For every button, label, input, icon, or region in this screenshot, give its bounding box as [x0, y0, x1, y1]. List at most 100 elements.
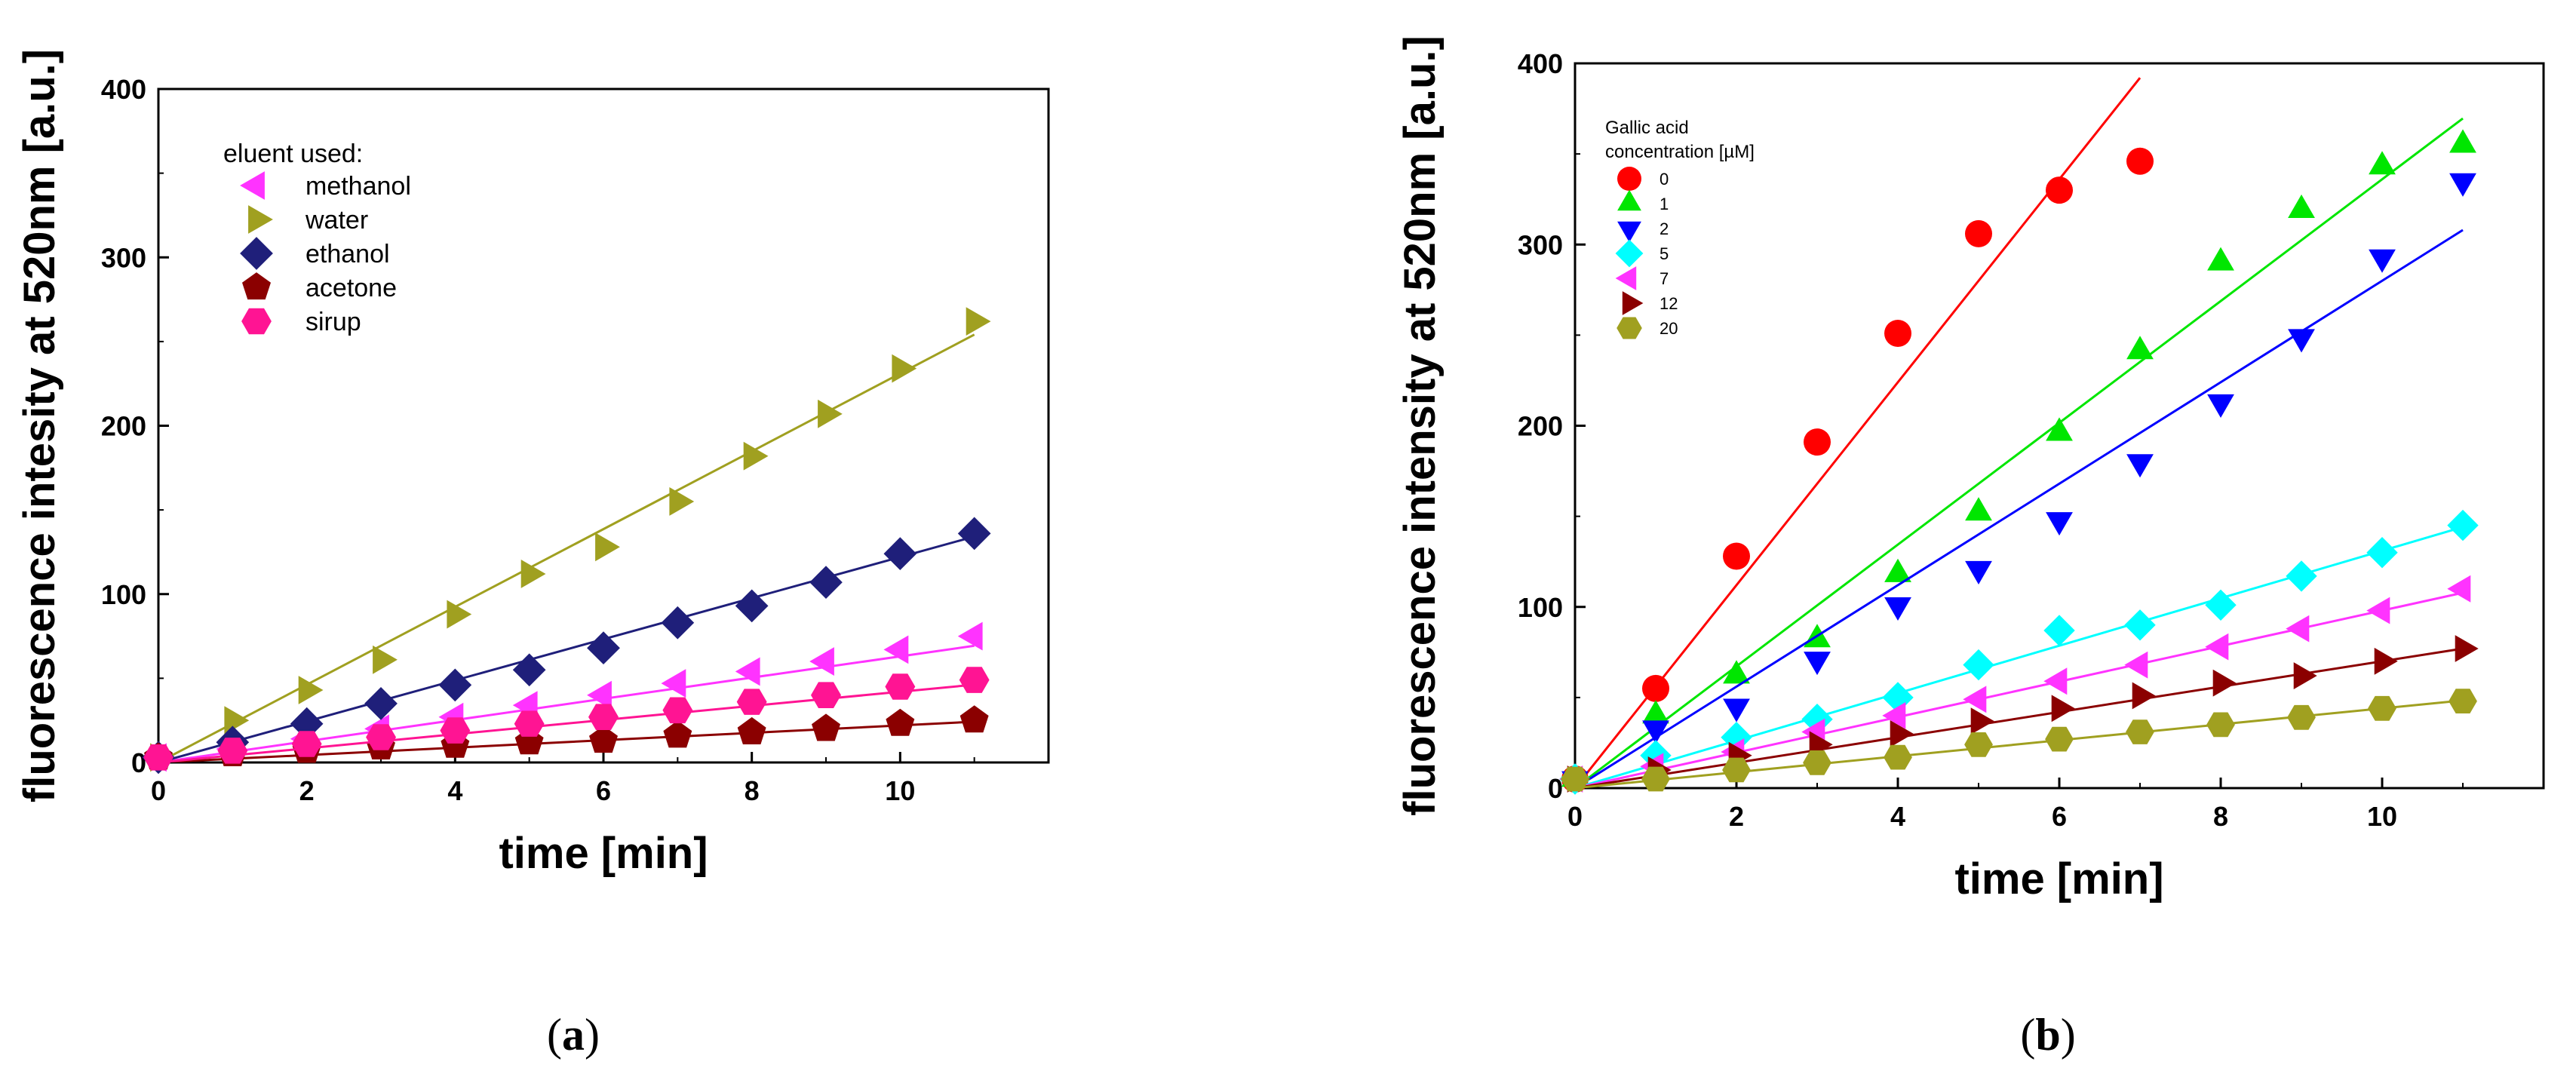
panel-b-data-point-7 [2043, 667, 2068, 695]
panel-a-data-point-ethanol [957, 517, 991, 551]
panel-a-y-tick-label: 300 [101, 242, 146, 273]
panel-a-data-point-water [892, 354, 917, 383]
panel-a-data-point-acetone [737, 716, 766, 744]
panel-a-legend-label-water: water [305, 206, 368, 235]
panel-a-data-point-methanol [957, 621, 983, 651]
panel-a-data-point-water [447, 600, 472, 629]
panel-a-y-tick-label: 0 [131, 747, 146, 778]
panel-b-legend-label-2: 2 [1660, 219, 1669, 238]
panel-b-data-point-12 [1970, 707, 1994, 735]
panel-b-data-point-2 [1723, 698, 1750, 722]
panel-b-data-point-12 [1890, 720, 1914, 747]
panel-a-data-point-sirup [143, 744, 173, 771]
panel-b-data-point-5 [1721, 722, 1752, 753]
panel-b-legend-label-7: 7 [1660, 269, 1669, 288]
panel-a-fit-line-methanol [158, 644, 975, 762]
panel-b-legend-marker-0 [1617, 167, 1641, 191]
panel-a-data-point-ethanol [290, 707, 324, 741]
panel-b-data-point-1 [1642, 700, 1669, 724]
panel-b-legend-marker-2 [1617, 221, 1641, 243]
panel-b-data-point-5 [2447, 509, 2479, 541]
panel-b-data-point-1 [2369, 151, 2396, 175]
panel-b-data-point-2 [1884, 597, 1911, 621]
panel-b-data-point-0 [1642, 674, 1669, 702]
panel-a-x-tick-label: 0 [151, 775, 166, 806]
panel-b-data-point-5 [2286, 560, 2317, 592]
panel-b-legend-label-12: 12 [1660, 294, 1678, 313]
panel-a-y-tick-label: 400 [101, 74, 146, 105]
panel-b-y-tick-label: 300 [1518, 229, 1563, 260]
panel-a-data-point-sirup [959, 667, 990, 693]
panel-b-data-point-1 [2126, 336, 2154, 360]
panel-a-data-point-ethanol [438, 668, 472, 702]
panel-b-fit-line-5 [1575, 526, 2464, 788]
panel-b-data-point-2 [2449, 173, 2476, 197]
panel-a-legend-marker-ethanol [240, 237, 273, 270]
panel-a-data-point-methanol [809, 647, 834, 676]
panel-a-data-point-water [966, 307, 991, 336]
panel-a-legend-marker-water [248, 205, 273, 234]
panel-b-data-point-5 [1801, 704, 1833, 735]
panel-a-legend-marker-methanol [240, 171, 265, 200]
panel-a-data-point-water [669, 487, 695, 516]
panel-a-data-point-water [373, 645, 398, 674]
panel-b-legend-title: concentration [µM] [1605, 142, 1755, 162]
panel-b-data-point-1 [2207, 247, 2234, 271]
panel-b-data-point-2 [2288, 329, 2315, 353]
panel-a-data-point-methanol [883, 635, 909, 664]
panel-b-data-point-2 [2369, 249, 2396, 273]
panel-b-data-point-5 [1882, 682, 1914, 713]
panel-b-fit-line-0 [1575, 77, 2142, 788]
panel-a-data-point-ethanol [661, 606, 695, 640]
panel-a-y-tick-label: 200 [101, 411, 146, 442]
panel-b-data-point-1 [2046, 417, 2073, 441]
panel-b-data-point-20 [1561, 766, 1589, 792]
panel-b-x-tick-label: 6 [2052, 801, 2067, 832]
panel-b-data-point-7 [2447, 575, 2471, 603]
panel-b-caption: (b) [2020, 1010, 2075, 1060]
panel-a-data-point-sirup [440, 717, 471, 744]
panel-a-legend-marker-sirup [241, 308, 272, 335]
panel-b-y-tick-label: 400 [1518, 48, 1563, 79]
panel-b-y-tick-label: 0 [1548, 773, 1563, 804]
panel-a-data-point-water [595, 532, 620, 562]
panel-a-data-point-water [520, 560, 546, 588]
panel-a-x-axis-label: time [min] [499, 829, 708, 878]
panel-b-data-point-0 [1723, 542, 1750, 570]
panel-b-x-tick-label: 10 [2367, 801, 2397, 832]
panel-b-x-tick-label: 2 [1729, 801, 1744, 832]
panel-a-caption: (a) [547, 1010, 600, 1060]
panel-b-data-point-20 [1722, 757, 1751, 783]
panel-b-data-point-0 [1804, 428, 1831, 456]
panel-b-data-point-2 [2207, 394, 2234, 418]
panel-b-data-point-2 [2126, 454, 2154, 478]
panel-a-legend-label-ethanol: ethanol [305, 240, 390, 268]
panel-a-data-point-acetone [886, 708, 915, 736]
panel-b-data-point-20 [1803, 750, 1831, 775]
panel-b-fit-line-7 [1575, 591, 2464, 788]
panel-b-data-point-0 [2046, 176, 2073, 204]
panel-a-data-point-sirup [736, 689, 767, 715]
panel-a-data-point-ethanol [587, 631, 620, 664]
panel-a-data-point-ethanol [809, 566, 843, 599]
panel-a-data-point-sirup [588, 704, 619, 730]
panel-b-data-point-2 [1965, 560, 1992, 584]
panel-a-legend-label-acetone: acetone [305, 274, 397, 302]
panel-b-data-point-12 [2132, 682, 2156, 710]
panel-b-legend-label-1: 1 [1660, 195, 1669, 213]
panel-b-data-point-1 [2288, 194, 2315, 218]
panel-a-data-point-sirup [514, 710, 545, 737]
panel-a-x-tick-label: 6 [596, 775, 611, 806]
panel-a-x-tick-label: 4 [447, 775, 462, 806]
panel-a-legend-marker-acetone [242, 272, 271, 300]
panel-b-data-point-1 [1723, 660, 1750, 684]
panel-a-x-tick-label: 8 [745, 775, 760, 806]
panel-b-data-point-7 [2205, 633, 2229, 661]
panel-b-data-point-1 [2449, 129, 2476, 153]
panel-b-fit-line-2 [1575, 229, 2464, 788]
panel-b-y-tick-label: 200 [1518, 411, 1563, 442]
panel-a-fit-line-water [158, 333, 975, 762]
panel-b-data-point-20 [1964, 732, 1993, 757]
